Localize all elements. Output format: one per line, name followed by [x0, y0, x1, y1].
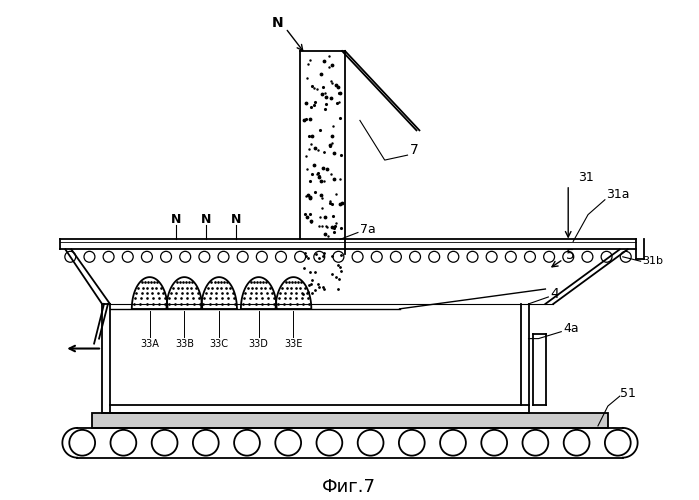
Text: 33D: 33D [249, 338, 268, 348]
Text: 7a: 7a [360, 223, 375, 236]
Text: N: N [201, 213, 211, 226]
Bar [92, 413, 608, 428]
Text: 33A: 33A [140, 338, 159, 348]
Text: 5: 5 [566, 248, 575, 262]
Text: Фиг.7: Фиг.7 [322, 478, 376, 496]
Text: 51: 51 [620, 386, 635, 400]
Text: N: N [272, 16, 283, 30]
Text: 7: 7 [410, 143, 418, 157]
Text: N: N [231, 213, 241, 226]
Text: 33B: 33B [175, 338, 194, 348]
Text: 4: 4 [550, 287, 559, 301]
Text: 31b: 31b [642, 256, 663, 266]
Text: 4a: 4a [563, 322, 579, 335]
Text: 31a: 31a [606, 188, 629, 202]
Text: 31: 31 [578, 172, 594, 184]
Text: 33C: 33C [210, 338, 229, 348]
Text: 33E: 33E [284, 338, 303, 348]
Text: N: N [171, 213, 182, 226]
